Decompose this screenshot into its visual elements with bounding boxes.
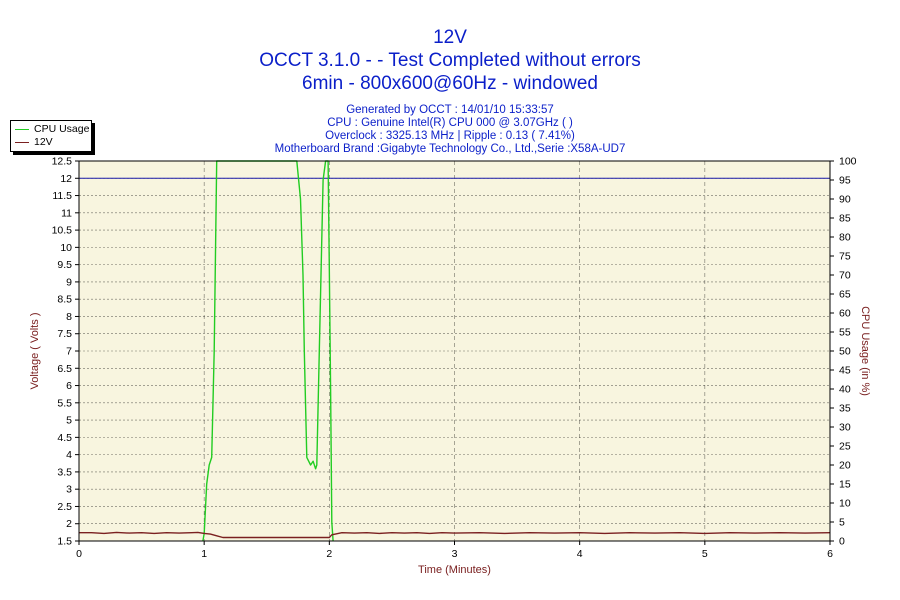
- y-left-tick-label: 12: [60, 173, 72, 185]
- y-right-tick-label: 0: [839, 536, 845, 548]
- chart-title: 12V: [433, 27, 467, 48]
- y-left-tick-label: 3: [66, 484, 72, 496]
- y-left-tick-label: 11: [61, 207, 72, 219]
- y-right-tick-label: 70: [839, 270, 851, 282]
- x-tick-label: 3: [452, 548, 458, 560]
- y-right-tick-label: 65: [839, 289, 851, 301]
- y-right-tick-label: 80: [839, 232, 851, 244]
- info-cpu: CPU : Genuine Intel(R) CPU 000 @ 3.07GHz…: [327, 117, 573, 129]
- y-right-tick-label: 45: [839, 365, 851, 377]
- y-left-tick-label: 1.5: [57, 536, 72, 548]
- y-right-tick-label: 50: [839, 346, 851, 358]
- y-right-tick-label: 85: [839, 213, 851, 225]
- y-left-axis-title: Voltage ( Volts ): [29, 312, 41, 389]
- y-left-tick-label: 6: [66, 380, 72, 392]
- y-left-tick-label: 5: [66, 415, 72, 427]
- y-left-tick-label: 12.5: [52, 156, 73, 168]
- y-left-tick-label: 5.5: [57, 397, 72, 409]
- y-left-tick-label: 2.5: [57, 501, 72, 513]
- y-left-tick-label: 10: [60, 242, 72, 254]
- y-right-tick-label: 15: [839, 479, 851, 491]
- info-overclock: Overclock : 3325.13 MHz | Ripple : 0.13 …: [325, 130, 575, 142]
- x-tick-label: 5: [702, 548, 708, 560]
- chart-subtitle-config: 6min - 800x600@60Hz - windowed: [302, 73, 598, 94]
- y-right-tick-label: 35: [839, 403, 851, 415]
- y-left-tick-label: 3.5: [57, 466, 72, 478]
- y-left-tick-label: 4: [66, 449, 72, 461]
- info-generated: Generated by OCCT : 14/01/10 15:33:57: [346, 104, 554, 116]
- legend-entry-cpu-usage: CPU Usage: [15, 123, 89, 136]
- y-right-tick-label: 5: [839, 517, 845, 529]
- y-left-tick-label: 4.5: [57, 432, 72, 444]
- x-tick-label: 2: [326, 548, 332, 560]
- chart-legend: CPU Usage 12V: [10, 120, 92, 152]
- y-left-tick-label: 8: [66, 311, 72, 323]
- y-right-tick-label: 95: [839, 175, 851, 187]
- y-right-tick-label: 10: [839, 498, 851, 510]
- y-left-tick-label: 9: [66, 276, 72, 288]
- y-right-tick-label: 75: [839, 251, 851, 263]
- x-tick-label: 0: [76, 548, 82, 560]
- y-left-tick-label: 11.5: [52, 190, 72, 202]
- y-left-tick-label: 8.5: [57, 294, 72, 306]
- y-right-tick-label: 25: [839, 441, 851, 453]
- x-tick-label: 6: [827, 548, 833, 560]
- legend-label-cpu-usage: CPU Usage: [34, 123, 90, 135]
- y-left-tick-label: 6.5: [57, 363, 72, 375]
- y-right-tick-label: 20: [839, 460, 851, 472]
- y-right-tick-label: 30: [839, 422, 851, 434]
- y-right-tick-label: 60: [839, 308, 851, 320]
- legend-swatch-12v: [15, 141, 29, 143]
- legend-label-12v: 12V: [34, 136, 53, 148]
- y-left-tick-label: 9.5: [57, 259, 72, 271]
- info-motherboard: Motherboard Brand :Gigabyte Technology C…: [274, 143, 626, 155]
- legend-entry-12v: 12V: [15, 136, 53, 149]
- y-right-tick-label: 100: [839, 156, 857, 168]
- y-right-tick-label: 55: [839, 327, 851, 339]
- x-tick-label: 4: [577, 548, 583, 560]
- plot-frame: [78, 160, 831, 542]
- y-right-tick-label: 90: [839, 194, 851, 206]
- y-left-tick-label: 10.5: [52, 225, 73, 237]
- x-axis-title: Time (Minutes): [418, 564, 491, 576]
- y-left-tick-label: 2: [66, 518, 72, 530]
- x-tick-label: 1: [201, 548, 207, 560]
- y-right-axis-title: CPU Usage (in %): [859, 306, 871, 396]
- chart-subtitle-test: OCCT 3.1.0 - - Test Completed without er…: [259, 50, 641, 71]
- y-left-tick-label: 7.5: [57, 328, 72, 340]
- y-right-tick-label: 40: [839, 384, 851, 396]
- legend-swatch-cpu-usage: [15, 128, 29, 130]
- y-left-tick-label: 7: [66, 346, 72, 358]
- series-line-12v: [79, 531, 831, 539]
